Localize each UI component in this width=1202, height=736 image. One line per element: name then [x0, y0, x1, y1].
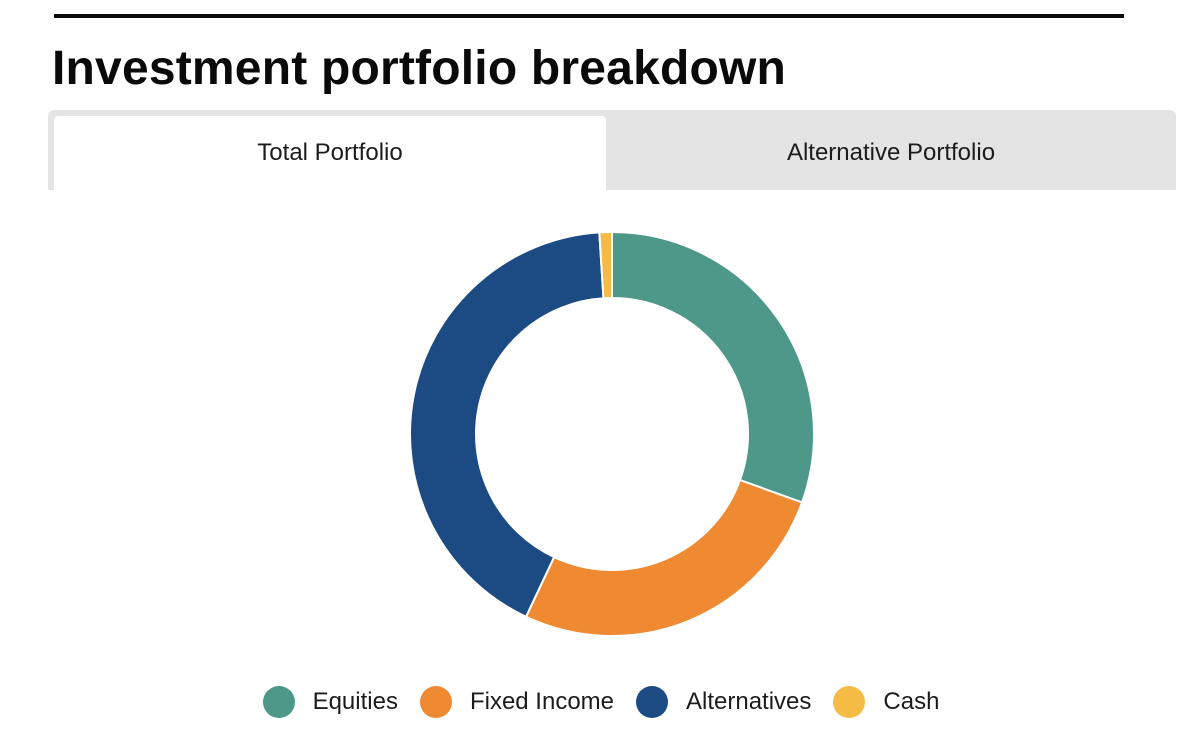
legend-label-fixed-income: Fixed Income	[469, 688, 615, 715]
donut-slice-equities[interactable]	[611, 230, 815, 504]
tab-total-portfolio-label: Total Portfolio	[257, 139, 403, 166]
legend-swatch-equities	[262, 686, 295, 718]
legend-label-equities: Equities	[312, 688, 398, 715]
legend-item-equities[interactable]: Equities	[262, 686, 398, 718]
legend-item-fixed-income[interactable]: Fixed Income	[419, 686, 615, 718]
donut-slice-fixed-income[interactable]	[524, 478, 804, 637]
legend-item-cash[interactable]: Cash	[833, 686, 939, 718]
legend-label-alternatives: Alternatives	[686, 688, 812, 715]
tab-alternative-portfolio-label: Alternative Portfolio	[786, 139, 996, 166]
tab-bar: Total Portfolio Alternative Portfolio	[48, 110, 1176, 190]
chart-legend: Equities Fixed Income Alternatives Cash	[0, 684, 1202, 720]
page-title: Investment portfolio breakdown	[52, 42, 787, 95]
legend-swatch-alternatives	[636, 686, 669, 718]
legend-swatch-fixed-income	[419, 686, 452, 718]
donut-slice-cash[interactable]	[598, 230, 613, 300]
top-rule	[54, 14, 1124, 18]
tab-alternative-portfolio[interactable]: Alternative Portfolio	[606, 116, 1176, 190]
tab-total-portfolio[interactable]: Total Portfolio	[54, 116, 606, 190]
chart-area	[0, 190, 1202, 736]
legend-item-alternatives[interactable]: Alternatives	[636, 686, 811, 718]
legend-label-cash: Cash	[883, 688, 940, 715]
legend-swatch-cash	[833, 686, 866, 718]
donut-chart	[409, 230, 815, 637]
donut-slice-alternatives[interactable]	[409, 231, 605, 619]
